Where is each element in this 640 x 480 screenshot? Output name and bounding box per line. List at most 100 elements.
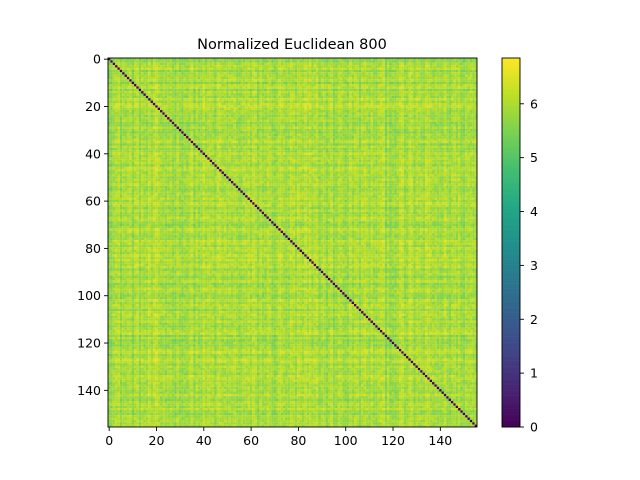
heatmap-cell (434, 122, 436, 124)
heatmap-cell (170, 120, 172, 122)
heatmap-cell (333, 72, 335, 74)
heatmap-cell (465, 63, 467, 65)
heatmap-cell (413, 96, 415, 98)
heatmap-cell (155, 82, 157, 84)
heatmap-cell (222, 115, 224, 117)
heatmap-cell (196, 93, 198, 95)
heatmap-cell (248, 86, 250, 88)
heatmap-cell (170, 115, 172, 117)
heatmap-cell (250, 98, 252, 100)
heatmap-cell (295, 82, 297, 84)
heatmap-cell (401, 103, 403, 105)
heatmap-cell (120, 105, 122, 107)
heatmap-cell (236, 79, 238, 81)
heatmap-cell (326, 77, 328, 79)
heatmap-cell (136, 67, 138, 69)
heatmap-cell (257, 60, 259, 62)
heatmap-cell (122, 115, 124, 117)
heatmap-cell (134, 98, 136, 100)
heatmap-cell (378, 110, 380, 112)
heatmap-cell (302, 82, 304, 84)
heatmap-cell (451, 115, 453, 117)
heatmap-cell (271, 127, 273, 129)
heatmap-cell (167, 127, 169, 129)
heatmap-cell (207, 127, 209, 129)
heatmap-cell (214, 96, 216, 98)
heatmap-cell (170, 86, 172, 88)
heatmap-cell (207, 96, 209, 98)
heatmap-cell (392, 63, 394, 65)
heatmap-cell (129, 86, 131, 88)
heatmap-cell (392, 67, 394, 69)
heatmap-cell (155, 91, 157, 93)
heatmap-cell (188, 110, 190, 112)
heatmap-cell (170, 112, 172, 114)
heatmap-cell (394, 79, 396, 81)
heatmap-cell (160, 129, 162, 131)
heatmap-cell (170, 131, 172, 133)
heatmap-cell (368, 122, 370, 124)
heatmap-cell (259, 96, 261, 98)
heatmap-cell (240, 70, 242, 72)
heatmap-cell (349, 117, 351, 119)
heatmap-cell (125, 98, 127, 100)
heatmap-cell (470, 91, 472, 93)
heatmap-cell (162, 112, 164, 114)
heatmap-cell (468, 86, 470, 88)
heatmap-cell (389, 108, 391, 110)
heatmap-cell (363, 63, 365, 65)
heatmap-cell (460, 93, 462, 95)
heatmap-cell (139, 79, 141, 81)
heatmap-cell (432, 103, 434, 105)
heatmap-cell (380, 82, 382, 84)
heatmap-cell (371, 122, 373, 124)
heatmap-cell (420, 84, 422, 86)
heatmap-cell (207, 84, 209, 86)
heatmap-cell (328, 129, 330, 131)
heatmap-cell (134, 115, 136, 117)
heatmap-cell (413, 127, 415, 129)
heatmap-cell (172, 110, 174, 112)
heatmap-cell (342, 93, 344, 95)
heatmap-cell (276, 60, 278, 62)
heatmap-cell (397, 82, 399, 84)
heatmap-cell (158, 65, 160, 67)
heatmap-cell (304, 70, 306, 72)
heatmap-cell (226, 105, 228, 107)
heatmap-cell (281, 127, 283, 129)
heatmap-cell (181, 127, 183, 129)
heatmap-cell (177, 77, 179, 79)
heatmap-cell (134, 65, 136, 67)
heatmap-cell (380, 101, 382, 103)
heatmap-cell (151, 98, 153, 100)
heatmap-cell (200, 115, 202, 117)
heatmap-cell (205, 82, 207, 84)
heatmap-cell (458, 112, 460, 114)
heatmap-cell (248, 120, 250, 122)
heatmap-cell (439, 86, 441, 88)
heatmap-cell (406, 103, 408, 105)
heatmap-cell (297, 117, 299, 119)
heatmap-cell (311, 127, 313, 129)
heatmap-cell (250, 108, 252, 110)
heatmap-cell (304, 112, 306, 114)
heatmap-cell (129, 115, 131, 117)
heatmap-cell (167, 84, 169, 86)
heatmap-cell (352, 77, 354, 79)
heatmap-cell (283, 63, 285, 65)
heatmap-cell (389, 93, 391, 95)
heatmap-cell (290, 127, 292, 129)
heatmap-cell (430, 122, 432, 124)
heatmap-cell (323, 63, 325, 65)
heatmap-cell (302, 112, 304, 114)
heatmap-cell (139, 131, 141, 133)
heatmap-cell (375, 117, 377, 119)
heatmap-cell (245, 70, 247, 72)
heatmap-cell (146, 120, 148, 122)
heatmap-cell (222, 101, 224, 103)
heatmap-cell (186, 75, 188, 77)
heatmap-cell (392, 82, 394, 84)
heatmap-cell (170, 82, 172, 84)
heatmap-cell (361, 98, 363, 100)
heatmap-cell (470, 70, 472, 72)
